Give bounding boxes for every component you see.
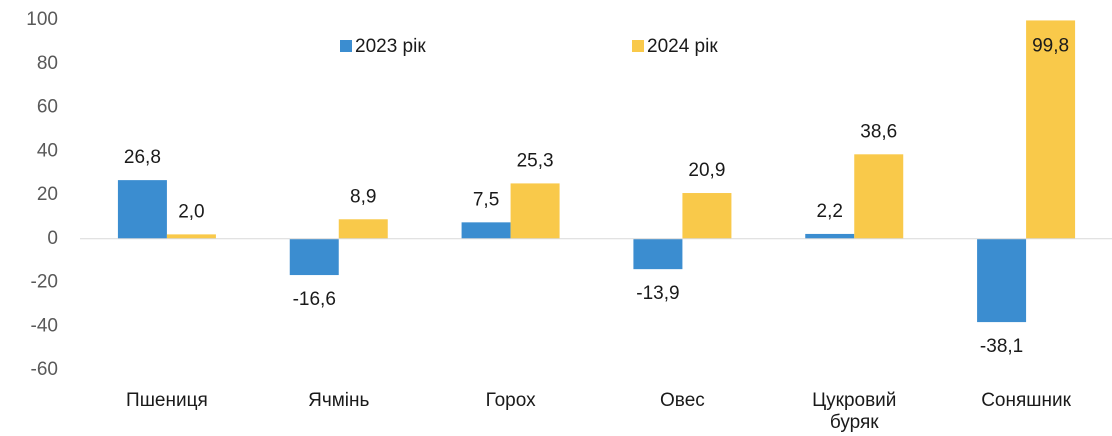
bar (977, 238, 1027, 323)
bar (854, 154, 904, 239)
legend-label: 2023 рік (355, 36, 426, 57)
y-tick-label: 40 (37, 140, 58, 161)
bar (338, 219, 388, 239)
bar (510, 183, 560, 239)
bar (682, 193, 732, 239)
data-label: 20,9 (688, 160, 725, 181)
y-tick-label: -40 (31, 315, 58, 336)
x-tick-label: Ячмінь (308, 390, 370, 411)
data-label: 26,8 (124, 147, 161, 168)
legend-label: 2024 рік (647, 36, 718, 57)
data-label: 99,8 (1032, 35, 1069, 56)
legend-swatch (340, 40, 352, 52)
y-tick-label: 100 (26, 9, 58, 30)
data-label: 8,9 (350, 186, 376, 207)
bar (633, 238, 683, 270)
data-label: 2,2 (817, 201, 843, 222)
bar (1026, 20, 1076, 239)
y-tick-label: -60 (31, 359, 58, 380)
data-label: 25,3 (517, 150, 554, 171)
bar (166, 234, 216, 239)
y-tick-label: 0 (47, 228, 58, 249)
y-tick-label: -20 (31, 272, 58, 293)
data-label: -13,9 (636, 283, 679, 304)
y-tick-label: 20 (37, 184, 58, 205)
x-tick-label: Цукровий буряк (812, 390, 897, 433)
bar (461, 222, 511, 239)
y-tick-label: 60 (37, 97, 58, 118)
bar (805, 233, 855, 239)
y-tick-label: 80 (37, 53, 58, 74)
data-label: 7,5 (473, 189, 499, 210)
x-tick-label: Горох (485, 390, 536, 411)
x-tick-label: Пшениця (126, 390, 208, 411)
bar (289, 238, 339, 276)
legend-swatch (632, 40, 644, 52)
bar (117, 180, 167, 239)
data-label: 2,0 (178, 201, 204, 222)
x-tick-label: Соняшник (981, 390, 1071, 411)
data-label: -16,6 (293, 289, 336, 310)
data-label: -38,1 (980, 336, 1023, 357)
data-label: 38,6 (860, 121, 897, 142)
x-tick-label: Овес (660, 390, 705, 411)
